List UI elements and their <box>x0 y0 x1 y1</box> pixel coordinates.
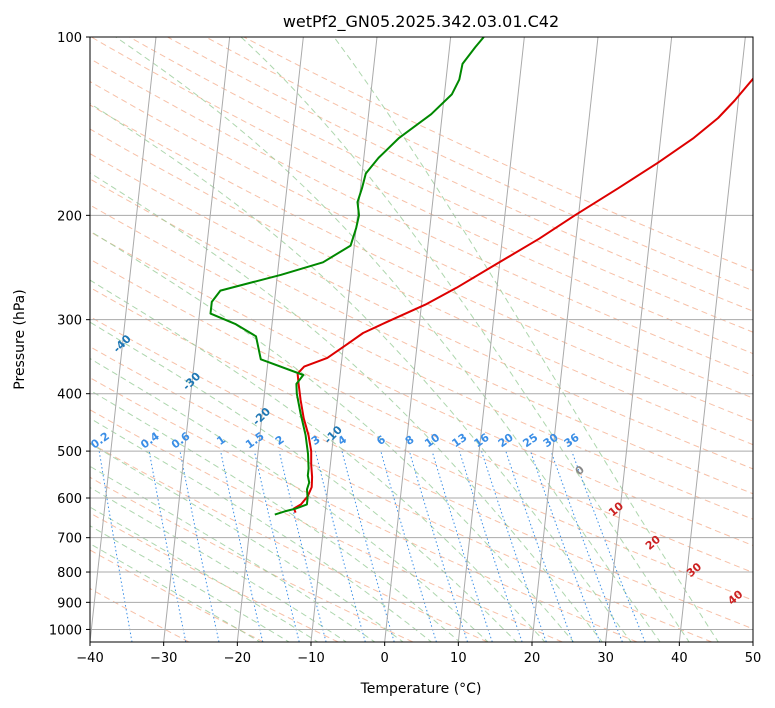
dry-adiabat-line <box>90 409 563 642</box>
y-axis: 100 200 300 400 500 600 700 800 900 1000 <box>49 31 90 638</box>
moist-adiabat-line <box>90 279 546 642</box>
mixing-ratio-line <box>253 450 300 642</box>
mixing-ratio-line <box>431 450 493 642</box>
profile-series <box>209 37 753 516</box>
x-tick-label: 50 <box>745 651 762 666</box>
moist-adiabat-line <box>90 389 461 642</box>
dewpoint-profile-line <box>209 37 485 516</box>
isotherm-line <box>605 37 673 642</box>
moist-adiabat-line <box>90 417 433 642</box>
mixing-ratio-line <box>220 450 264 642</box>
mixing-ratio-lines <box>98 450 646 642</box>
moist-adiabat-line <box>90 486 348 642</box>
x-tick-label: 10 <box>450 651 467 666</box>
y-tick-label: 100 <box>57 31 82 46</box>
y-tick-label: 300 <box>57 314 82 329</box>
mixing-ratio-line <box>530 450 601 642</box>
x-tick-label: 30 <box>597 651 614 666</box>
moist-adiabat-line <box>90 525 291 642</box>
x-tick-label: 0 <box>381 651 389 666</box>
moist-adiabat-line <box>90 321 518 642</box>
isotherm-line <box>310 37 378 642</box>
isotherm-line <box>678 37 746 642</box>
y-tick-label: 500 <box>57 445 82 460</box>
mixing-ratio-line <box>481 450 547 642</box>
mixing-ratio-line <box>408 450 468 642</box>
mixing-ratio-line <box>314 450 366 642</box>
moist-adiabat-line <box>240 37 690 642</box>
y-axis-title: Pressure (hPa) <box>12 289 28 389</box>
mixing-ratio-line <box>278 450 327 642</box>
isobars <box>90 37 753 630</box>
mixing-ratio-line <box>179 451 220 642</box>
x-axis: −40 −30 −20 −10 0 10 20 30 40 50 <box>76 642 761 666</box>
mixing-ratio-line <box>380 450 437 642</box>
moist-adiabat-line <box>90 465 376 642</box>
isotherms <box>90 37 753 642</box>
mixing-ratio-line <box>550 450 623 642</box>
dry-adiabat-line <box>90 286 753 601</box>
isotherm-line <box>531 37 599 642</box>
isotherm-line <box>236 37 304 642</box>
mixing-ratio-line <box>148 451 187 642</box>
moist-adiabat-line <box>333 37 719 642</box>
moist-adiabat-line <box>90 543 262 642</box>
y-tick-label: 200 <box>57 209 82 224</box>
x-tick-label: −20 <box>224 651 251 666</box>
moist-adiabat-line <box>90 506 319 642</box>
dry-adiabat-line <box>90 476 414 642</box>
y-tick-label: 900 <box>57 596 82 611</box>
isotherm-line <box>457 37 525 642</box>
dry-adiabat-line <box>90 258 753 574</box>
isotherm-line <box>90 37 157 642</box>
x-tick-label: 20 <box>524 651 541 666</box>
moist-adiabat-line <box>90 442 404 642</box>
moist-adiabat-line <box>90 230 575 642</box>
plot-frame <box>89 36 754 643</box>
y-tick-label: 400 <box>57 388 82 403</box>
mixing-ratio-line <box>458 450 523 642</box>
temperature-profile-line <box>292 77 753 513</box>
dry-adiabat-line <box>90 512 339 642</box>
x-tick-label: 40 <box>671 651 688 666</box>
moist-adiabats <box>90 37 719 642</box>
x-tick-label: −40 <box>76 651 103 666</box>
x-tick-label: −10 <box>297 651 324 666</box>
dry-adiabats <box>90 37 753 642</box>
x-axis-title: Temperature (°C) <box>360 681 482 697</box>
chart-title: wetPf2_GN05.2025.342.03.01.C42 <box>283 12 559 32</box>
y-tick-label: 600 <box>57 492 82 507</box>
x-tick-label: −30 <box>150 651 177 666</box>
y-tick-label: 1000 <box>49 623 82 638</box>
y-tick-label: 800 <box>57 566 82 581</box>
isotherm-line <box>384 37 452 642</box>
dry-adiabat-line <box>90 377 638 642</box>
moist-adiabat-line <box>115 37 661 642</box>
moist-adiabat-line <box>90 357 489 642</box>
mixing-ratio-line <box>505 450 574 642</box>
y-tick-label: 700 <box>57 532 82 547</box>
isotherm-line <box>163 37 231 642</box>
moist-adiabat-line <box>90 102 632 642</box>
